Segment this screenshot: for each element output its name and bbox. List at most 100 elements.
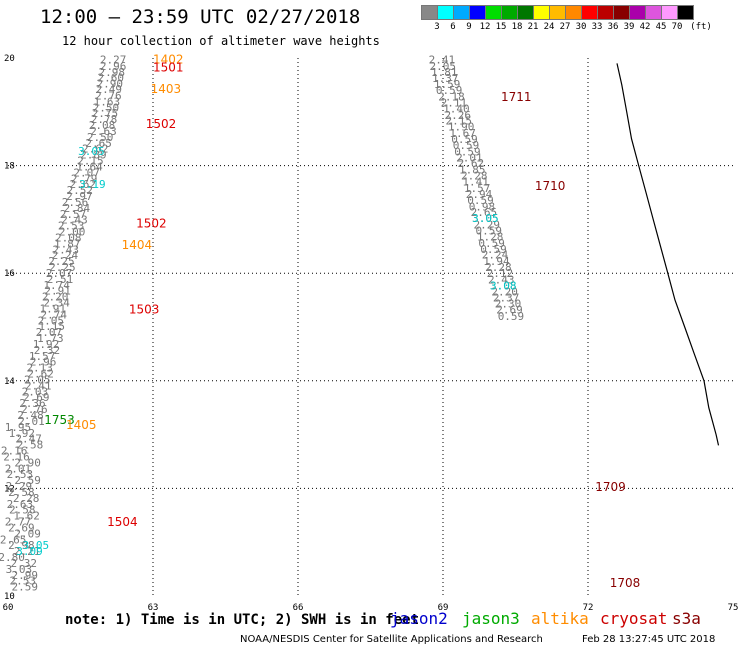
wave-height-label: 2.52 xyxy=(67,184,94,197)
wave-height-label: 2.27 xyxy=(100,53,127,66)
wave-height-label: 1.73 xyxy=(37,332,64,345)
wave-height-label: 2.80 xyxy=(0,551,25,564)
wave-height-label: 2.96 xyxy=(30,356,57,369)
wave-height-label: 2.03 xyxy=(22,385,49,398)
wave-height-label: 3.09 xyxy=(16,545,43,558)
colorbar-label: 27 xyxy=(559,22,571,32)
wave-height-label: 2.41 xyxy=(25,379,52,392)
wave-height-label: 2.24 xyxy=(52,249,79,262)
wave-height-label: 2.36 xyxy=(19,397,46,410)
wave-height-label: 2.37 xyxy=(493,292,520,305)
wave-height-label: 0.59 xyxy=(475,224,502,237)
wave-height-label: 1.81 xyxy=(431,66,458,79)
wave-height-label: 2.20 xyxy=(491,285,518,298)
pass-time-label: 1708 xyxy=(610,576,641,590)
wave-height-label: 2.08 xyxy=(89,119,116,132)
wave-height-label: 2.28 xyxy=(461,170,488,183)
wave-height-label: 2.58 xyxy=(9,504,36,517)
colorbar-label: 3 xyxy=(434,22,440,32)
wave-height-label: 0.59 xyxy=(451,133,478,146)
wave-height-label: 2.77 xyxy=(5,516,32,529)
colorbar-label: 30 xyxy=(575,22,587,32)
wave-height-label: 2.62 xyxy=(69,178,96,191)
pass-time-label: 1501 xyxy=(153,60,184,74)
wave-height-label: 2.05 xyxy=(24,373,51,386)
wave-height-label: 2.08 xyxy=(55,231,82,244)
wave-height-label: 2.07 xyxy=(36,326,63,339)
wave-height-label: 1.41 xyxy=(462,176,489,189)
wave-height-label: 2.15 xyxy=(77,155,104,168)
wave-height-label: 2.53 xyxy=(10,575,37,588)
wave-height-label: 2.51 xyxy=(47,273,74,286)
wave-height-label: 2.53 xyxy=(58,220,85,233)
wave-height-label: 2.34 xyxy=(43,297,70,310)
wave-height-label: 2.56 xyxy=(62,196,89,209)
colorbar-label: 24 xyxy=(543,22,555,32)
lon-tick-label: 69 xyxy=(438,603,449,613)
lon-tick-label: 66 xyxy=(293,603,304,613)
wave-height-label: 2.79 xyxy=(71,172,98,185)
wave-height-label: 2.01 xyxy=(5,462,32,475)
wave-height-label: 2.28 xyxy=(485,261,512,274)
wave-height-label: 2.07 xyxy=(46,267,73,280)
wave-height-label: 2.48 xyxy=(17,409,44,422)
wave-height-label: 2.29 xyxy=(6,480,33,493)
pass-time-label: 1402 xyxy=(153,52,184,66)
wave-height-label: 2.01 xyxy=(456,151,483,164)
wave-height-label: 1.62 xyxy=(13,510,40,523)
wave-height-label: 1.64 xyxy=(76,160,103,173)
wave-height-label: 0.98 xyxy=(469,200,496,213)
wave-height-label: 2.62 xyxy=(27,368,54,381)
colorbar-swatch xyxy=(677,5,694,20)
wave-height-label: 2.26 xyxy=(445,109,472,122)
wave-height-label: 2.05 xyxy=(430,60,457,73)
wave-height-label: 2.01 xyxy=(18,415,45,428)
wave-height-label: 2.25 xyxy=(49,261,76,274)
lon-tick-label: 75 xyxy=(728,603,739,613)
colorbar-label: 6 xyxy=(450,22,456,32)
wave-height-label: 0.59 xyxy=(478,237,505,250)
wave-height-label: 3.08 xyxy=(490,279,517,292)
wave-height-label: 2.99 xyxy=(11,569,38,582)
colorbar-label: 45 xyxy=(655,22,667,32)
wave-height-label: 2.60 xyxy=(98,72,125,85)
wave-height-label: 2.63 xyxy=(90,125,117,138)
wave-height-label: 2.62 xyxy=(82,143,109,156)
wave-height-label: 2.41 xyxy=(429,53,456,66)
wave-height-label: 1.67 xyxy=(449,127,476,140)
colorbar-labels: 3 6 9 12 15 18 21 24 27 30 33 36 39 42 45 70 (ft) xyxy=(421,22,740,34)
wave-height-label: 2.30 xyxy=(495,298,522,311)
wave-height-label: 2.13 xyxy=(26,362,53,375)
lat-tick-label: 16 xyxy=(4,269,15,279)
wave-height-label: 1.40 xyxy=(443,102,470,115)
wave-height-label: 1.94 xyxy=(483,255,510,268)
wave-height-label: 2.32 xyxy=(11,557,38,570)
colorbar-label: (ft) xyxy=(690,22,712,32)
wave-height-label: 0.59 xyxy=(498,310,525,323)
wave-height-label: 2.50 xyxy=(87,131,114,144)
colorbar-label: 33 xyxy=(591,22,603,32)
wave-height-label: 2.58 xyxy=(8,486,35,499)
wave-height-label: 3.05 xyxy=(23,539,50,552)
wave-height-label: 1.91 xyxy=(40,302,67,315)
wave-height-label: 2.57 xyxy=(60,208,87,221)
footer-timestamp: Feb 28 13:27:45 UTC 2018 xyxy=(582,634,716,645)
wave-height-label: 2.76 xyxy=(95,89,122,102)
wave-height-label: 1.59 xyxy=(434,78,461,91)
wave-height-label: 2.84 xyxy=(64,202,91,215)
wave-height-label: 3.19 xyxy=(79,178,106,191)
wave-height-label: 2.97 xyxy=(66,190,93,203)
wave-height-label: 2.43 xyxy=(61,214,88,227)
colorbar-label: 36 xyxy=(607,22,619,32)
wave-height-label: 0.59 xyxy=(480,243,507,256)
wave-height-label: 2.98 xyxy=(98,66,125,79)
wave-height-label: 1.92 xyxy=(33,338,60,351)
wave-height-label: 1.74 xyxy=(43,279,70,292)
wave-height-label: 0.59 xyxy=(436,84,463,97)
wave-height-label: 2.69 xyxy=(496,304,523,317)
colorbar-label: 42 xyxy=(639,22,651,32)
wave-height-label: 3.08 xyxy=(490,279,517,292)
wave-height-label: 1.92 xyxy=(9,427,36,440)
legend-jason3: jason3 xyxy=(462,609,520,628)
